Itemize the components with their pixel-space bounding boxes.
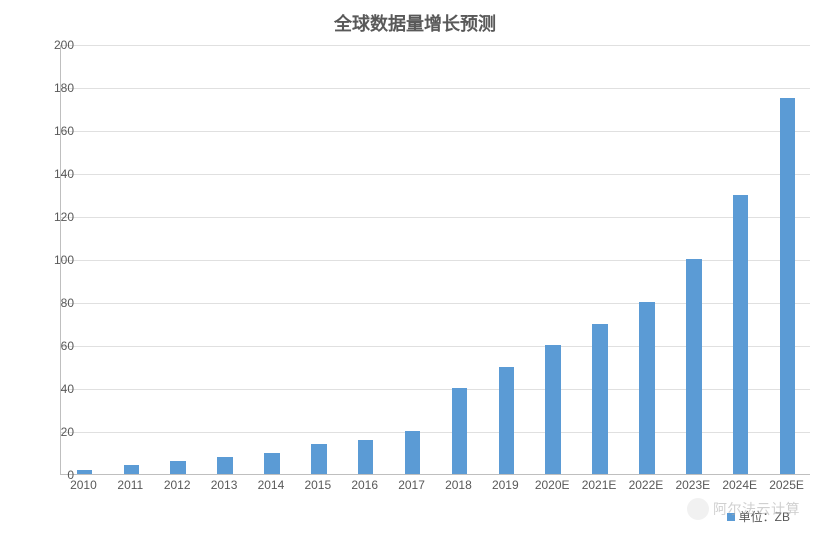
bar [124, 465, 139, 474]
bar [264, 453, 279, 475]
chart-container: 全球数据量增长预测 单位：ZB 阿尔法云计算 02040608010012014… [0, 0, 830, 535]
y-axis-tick-label: 180 [34, 81, 74, 95]
bar [311, 444, 326, 474]
gridline [61, 45, 810, 46]
y-axis-tick-label: 80 [34, 296, 74, 310]
legend: 单位：ZB [727, 508, 790, 525]
y-axis-tick-label: 120 [34, 210, 74, 224]
x-axis-tick-label: 2013 [211, 478, 238, 492]
x-axis-tick-label: 2025E [769, 478, 804, 492]
bar [405, 431, 420, 474]
plot-area [60, 45, 810, 475]
legend-swatch [727, 513, 735, 521]
legend-label: 单位：ZB [739, 508, 790, 525]
x-axis-tick-label: 2024E [722, 478, 757, 492]
y-axis-tick-label: 200 [34, 38, 74, 52]
x-axis-tick-label: 2011 [117, 478, 143, 492]
x-axis-tick-label: 2019 [492, 478, 519, 492]
bar [358, 440, 373, 474]
bar [452, 388, 467, 474]
y-axis-tick-label: 20 [34, 425, 74, 439]
gridline [61, 131, 810, 132]
x-axis-tick-label: 2010 [70, 478, 97, 492]
y-axis-tick-label: 0 [34, 468, 74, 482]
bar [780, 98, 795, 474]
x-axis-tick-label: 2022E [629, 478, 664, 492]
y-axis-tick-label: 100 [34, 253, 74, 267]
bar [499, 367, 514, 475]
x-axis-tick-label: 2016 [351, 478, 378, 492]
x-axis-tick-label: 2020E [535, 478, 570, 492]
bar [592, 324, 607, 475]
x-axis-tick-label: 2018 [445, 478, 472, 492]
y-axis-tick-label: 140 [34, 167, 74, 181]
gridline [61, 88, 810, 89]
bar [639, 302, 654, 474]
x-axis-tick-label: 2014 [258, 478, 285, 492]
bar [733, 195, 748, 475]
bar [77, 470, 92, 474]
gridline [61, 174, 810, 175]
x-axis-tick-label: 2012 [164, 478, 191, 492]
x-axis-tick-label: 2021E [582, 478, 617, 492]
x-axis-tick-label: 2015 [304, 478, 331, 492]
bar [170, 461, 185, 474]
watermark-logo-icon [687, 498, 709, 520]
bar [545, 345, 560, 474]
chart-title: 全球数据量增长预测 [0, 10, 830, 36]
bar [686, 259, 701, 474]
x-axis-tick-label: 2017 [398, 478, 425, 492]
x-axis-tick-label: 2023E [675, 478, 710, 492]
y-axis-tick-label: 60 [34, 339, 74, 353]
gridline [61, 217, 810, 218]
bar [217, 457, 232, 474]
y-axis-tick-label: 40 [34, 382, 74, 396]
y-axis-tick-label: 160 [34, 124, 74, 138]
